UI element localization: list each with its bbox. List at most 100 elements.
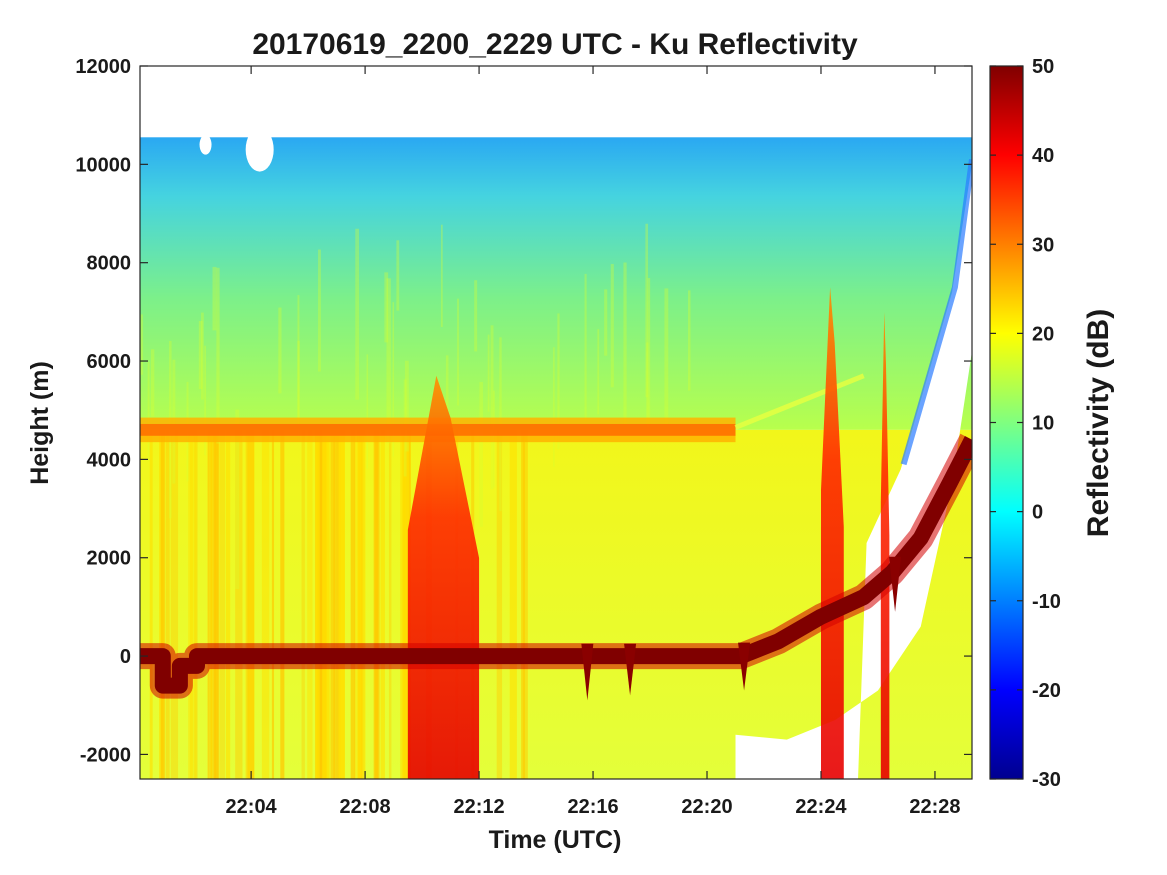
colorbar-tick-label: -30	[1032, 769, 1061, 791]
rain-streak	[350, 429, 356, 779]
rain-streak	[301, 429, 305, 779]
rain-streak	[388, 429, 392, 779]
rain-streak	[246, 429, 255, 779]
clear-air-fringe	[900, 159, 972, 466]
cloud-streak	[396, 240, 400, 311]
cloud-streak	[479, 382, 483, 527]
y-tick-label: 2000	[87, 548, 132, 570]
y-tick-label: 0	[120, 646, 131, 668]
cloud-streak	[597, 329, 600, 415]
colorbar-tick-label: 0	[1032, 502, 1043, 524]
cloud-streak	[610, 264, 614, 388]
no-echo-region	[735, 164, 972, 779]
y-tick-label: -2000	[80, 744, 131, 766]
cloud-streak	[366, 354, 369, 469]
x-tick-label: 22:12	[453, 796, 504, 818]
cloud-streak	[140, 314, 143, 375]
rain-streak	[188, 429, 193, 779]
cloud-streak	[386, 278, 391, 444]
no-data-patch	[245, 127, 274, 172]
rain-streak	[213, 429, 220, 779]
melting-layer-extension	[734, 373, 865, 430]
cloud-streak	[440, 224, 443, 328]
rain-streak	[509, 429, 517, 779]
convective-core	[820, 287, 844, 779]
colorbar-tick-label: 20	[1032, 323, 1054, 345]
rain-streak	[321, 429, 328, 779]
cloud-streak	[553, 347, 555, 467]
x-tick-label: 22:20	[681, 796, 732, 818]
cloud-streak	[584, 273, 587, 422]
y-tick-label: 6000	[87, 351, 132, 373]
cloud-streak	[198, 321, 203, 390]
cloud-streak	[201, 312, 204, 400]
rain-streak	[402, 429, 406, 779]
y-tick-label: 8000	[87, 253, 132, 275]
rain-streak	[280, 429, 285, 779]
cloud-streak	[392, 302, 395, 457]
chart-title: 20170619_2200_2229 UTC - Ku Reflectivity	[252, 28, 858, 61]
rain-streak	[225, 429, 231, 779]
rain-streak	[340, 429, 346, 779]
rain-streak	[194, 429, 198, 779]
rain-streak	[322, 429, 331, 779]
cloud-streak	[646, 342, 649, 432]
cloud-streak	[474, 280, 478, 352]
colorbar-tick-label: 40	[1032, 145, 1054, 167]
colorbar-tick-label: -20	[1032, 680, 1061, 702]
rain-streak	[404, 429, 410, 779]
rain-streak	[373, 429, 379, 779]
cloud-streak	[457, 298, 459, 406]
rain-streak	[189, 429, 197, 779]
convective-core	[880, 311, 890, 779]
rain-streak	[210, 429, 213, 779]
cloud-streak	[623, 262, 627, 433]
rain-streak	[261, 429, 270, 779]
rain-streak	[207, 429, 210, 779]
cloud-streak	[297, 295, 300, 441]
y-axis-label: Height (m)	[26, 361, 54, 485]
x-axis: 22:04 22:08 22:12 22:16 22:20 22:24 22:28	[226, 66, 961, 818]
cloud-streak	[318, 249, 321, 372]
rain-streak	[522, 429, 528, 779]
cloud-streak	[487, 334, 490, 412]
cloud-streak	[490, 325, 494, 490]
y-tick-label: 12000	[75, 56, 131, 78]
x-tick-label: 22:16	[567, 796, 618, 818]
rain-streak	[400, 429, 405, 779]
colorbar-tick-label: -10	[1032, 591, 1061, 613]
y-tick-label: 4000	[87, 449, 132, 471]
surface-echo-dip	[581, 643, 594, 701]
cloud-streak	[604, 289, 608, 356]
x-tick-label: 22:08	[340, 796, 391, 818]
rain-streak	[219, 429, 225, 779]
cloud-streak	[647, 278, 651, 427]
rain-streak	[165, 429, 170, 779]
cloud-streak	[278, 307, 282, 394]
colorbar-tick-label: 30	[1032, 234, 1054, 256]
cloud-streak	[645, 223, 649, 398]
cloud-streak	[212, 266, 217, 331]
cloud-streak	[445, 355, 449, 444]
cloud-streak	[384, 272, 389, 343]
rain-streak	[235, 429, 243, 779]
x-tick-label: 22:24	[795, 796, 847, 818]
colorbar-ticks: 50 40 30 20 10 0 -10 -20 -30	[990, 56, 1061, 791]
rain-streak	[315, 429, 319, 779]
surface-echo-dip	[738, 642, 751, 691]
cloud-streak	[235, 409, 240, 589]
rain-streak	[160, 429, 165, 779]
rain-streak	[496, 429, 503, 779]
plot-frame	[139, 65, 973, 780]
cloud-streak	[664, 288, 669, 434]
colorbar-tick-label: 50	[1032, 56, 1054, 78]
rain-streak	[170, 429, 179, 779]
y-tick-label: 10000	[75, 154, 131, 176]
cloud-streak	[557, 313, 560, 449]
x-tick-label: 22:04	[226, 796, 278, 818]
plot-area	[140, 127, 972, 779]
cloud-streak	[216, 267, 220, 444]
rain-streak	[149, 429, 153, 779]
rain-streak	[207, 429, 216, 779]
rain-streak	[380, 429, 385, 779]
